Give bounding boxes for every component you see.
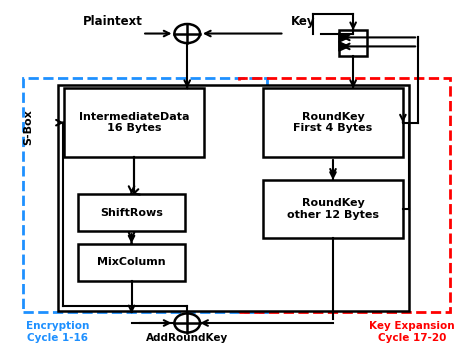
Circle shape — [174, 313, 200, 333]
Polygon shape — [339, 33, 349, 42]
Bar — [23, 78, 267, 312]
Text: ShiftRows: ShiftRows — [100, 208, 163, 218]
Text: IntermediateData
16 Bytes: IntermediateData 16 Bytes — [79, 112, 189, 133]
Polygon shape — [339, 42, 349, 51]
Bar — [263, 88, 403, 157]
Bar — [263, 180, 403, 238]
Bar — [78, 244, 185, 281]
Bar — [239, 78, 450, 312]
Bar — [78, 194, 185, 231]
Circle shape — [174, 24, 200, 43]
Bar — [339, 30, 367, 56]
Text: Key Expansion
Cycle 17-20: Key Expansion Cycle 17-20 — [369, 321, 455, 343]
Text: RoundKey
First 4 Bytes: RoundKey First 4 Bytes — [293, 112, 373, 133]
Text: S-Box: S-Box — [23, 109, 34, 145]
Bar — [58, 85, 409, 311]
Text: Plaintext: Plaintext — [83, 15, 143, 28]
Text: Key: Key — [291, 15, 316, 28]
Text: AddRoundKey: AddRoundKey — [146, 333, 228, 343]
Text: MixColumn: MixColumn — [97, 257, 166, 267]
Text: Encryption
Cycle 1-16: Encryption Cycle 1-16 — [26, 321, 90, 343]
Bar — [64, 88, 204, 157]
Text: RoundKey
other 12 Bytes: RoundKey other 12 Bytes — [287, 198, 379, 220]
